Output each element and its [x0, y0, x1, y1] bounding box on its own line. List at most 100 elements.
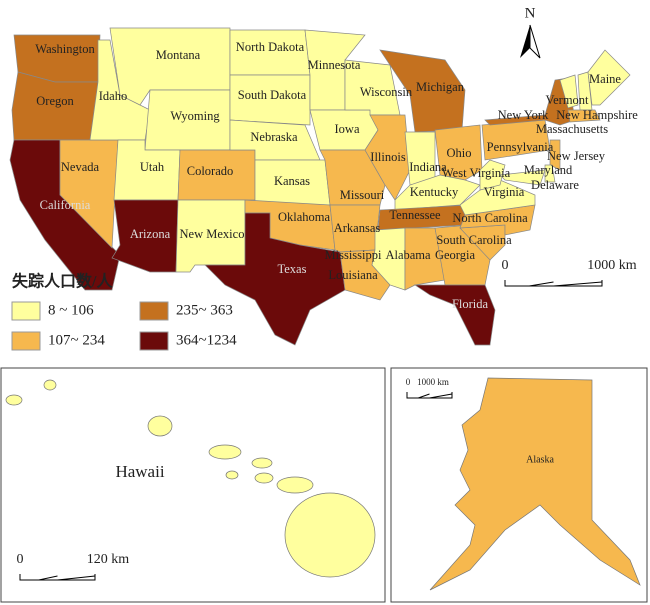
scale-label: 0 — [406, 377, 411, 387]
scale-tick — [429, 393, 453, 399]
state-shape — [544, 164, 556, 183]
state-label: Michigan — [416, 80, 465, 94]
state-label: Georgia — [435, 248, 475, 262]
states — [9, 27, 631, 346]
state-label: Maine — [589, 72, 621, 86]
scale-tick — [529, 281, 554, 287]
state-label: Utah — [140, 160, 165, 174]
legend: 8 ~ 106 107~ 234 235~ 363 364~1234 — [11, 301, 237, 351]
scale-label: 120 km — [87, 552, 130, 567]
state-label: Illinois — [370, 150, 406, 164]
scale-tick — [553, 281, 603, 287]
state-shape — [587, 49, 631, 106]
state-label: Nebraska — [250, 130, 298, 144]
state-shape — [413, 284, 496, 346]
hawaii-frame — [0, 367, 386, 603]
state-shape — [567, 109, 601, 123]
legend-swatch — [139, 331, 169, 351]
state-label: Washington — [35, 42, 95, 56]
state-labels: Washington Oregon California Nevada Idaho Mon… — [35, 40, 638, 311]
state-label: Kentucky — [410, 185, 459, 199]
state-label: Arkansas — [334, 221, 381, 235]
state-shape — [499, 169, 546, 186]
north-label: N — [525, 5, 536, 21]
state-label: Minnesota — [308, 58, 361, 72]
state-shape — [204, 212, 346, 346]
state-shape — [404, 227, 446, 291]
alaska-shape — [429, 377, 641, 591]
hawaii-island — [225, 470, 239, 480]
hawaii-island — [208, 444, 242, 460]
legend-label: 107~ 234 — [48, 332, 105, 348]
legend-swatch — [11, 301, 41, 321]
state-label: Idaho — [99, 89, 127, 103]
state-label: New York — [498, 108, 549, 122]
state-label: North Carolina — [452, 211, 528, 225]
state-label: South Carolina — [436, 233, 512, 247]
north-arrow: N — [520, 5, 541, 59]
state-label: Missouri — [340, 188, 385, 202]
state-label: Montana — [156, 48, 201, 62]
insets: Hawaii Alaska — [5, 377, 641, 591]
scale-label: 0 — [502, 258, 509, 273]
state-label: Pennsylvania — [487, 140, 554, 154]
scale-tick — [418, 393, 430, 399]
scale-label: 1000 km — [587, 258, 637, 273]
state-label: South Dakota — [238, 88, 307, 102]
state-label: Oklahoma — [278, 210, 331, 224]
state-label: Vermont — [545, 93, 589, 107]
hawaii-island — [254, 472, 274, 484]
state-label: Ohio — [447, 146, 472, 160]
state-label: Virginia — [484, 185, 525, 199]
state-label: Kansas — [274, 174, 310, 188]
legend-title: 失踪人口数/人 — [12, 272, 113, 291]
state-shape — [559, 74, 579, 109]
scale-bars: 0 1000 km 0 120 km 0 1000 km — [17, 258, 637, 581]
state-label: New Hampshire — [556, 108, 638, 122]
state-label: Delaware — [531, 178, 579, 192]
state-label: Mississippi — [325, 248, 382, 262]
state-label: New Jersey — [547, 149, 606, 163]
hawaii-island — [147, 415, 173, 437]
state-label: Texas — [278, 262, 307, 276]
alaska-label: Alaska — [526, 454, 554, 465]
state-label: Wisconsin — [360, 85, 413, 99]
scale-label: 0 — [17, 552, 24, 567]
state-label: Nevada — [61, 160, 100, 174]
scale-tick — [38, 575, 58, 581]
legend-label: 8 ~ 106 — [48, 302, 94, 318]
state-label: North Dakota — [236, 40, 305, 54]
hawaii-island — [43, 379, 57, 391]
state-shape — [434, 124, 483, 181]
state-label: California — [40, 198, 91, 212]
state-label: Wyoming — [170, 109, 220, 123]
state-label: Iowa — [335, 122, 360, 136]
hawaii-island — [284, 492, 376, 578]
state-label: Oregon — [36, 94, 74, 108]
hawaii-island — [251, 457, 273, 469]
state-label: New Mexico — [180, 227, 245, 241]
state-label: Louisiana — [328, 268, 378, 282]
state-label: Alabama — [385, 248, 431, 262]
scale-label: 1000 km — [417, 377, 449, 387]
legend-swatch — [139, 301, 169, 321]
legend-label: 235~ 363 — [176, 302, 233, 318]
state-shape — [404, 131, 436, 186]
state-label: Arizona — [130, 227, 171, 241]
state-label: Florida — [452, 297, 489, 311]
legend-label: 364~1234 — [176, 332, 237, 348]
state-label: Maryland — [524, 163, 573, 177]
alaska-frame — [390, 367, 648, 603]
state-label: Tennessee — [389, 208, 441, 222]
state-shape — [229, 74, 311, 126]
state-label: Indiana — [409, 160, 447, 174]
legend-swatch — [11, 331, 41, 351]
hawaii-island — [5, 394, 23, 406]
state-label: Colorado — [187, 164, 234, 178]
state-label: West Virginia — [442, 166, 511, 180]
state-shape — [364, 114, 411, 201]
state-label: Massachusetts — [536, 122, 608, 136]
hawaii-island — [276, 476, 314, 494]
scale-tick — [57, 575, 96, 581]
